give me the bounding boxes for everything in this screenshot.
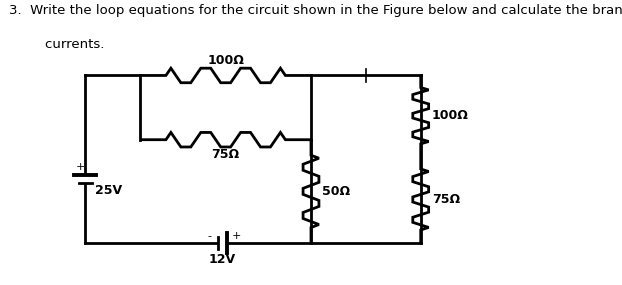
Text: 3.  Write the loop equations for the circuit shown in the Figure below and calcu: 3. Write the loop equations for the circ… (9, 4, 622, 17)
Text: +: + (231, 231, 241, 241)
Text: 75Ω: 75Ω (211, 148, 239, 161)
Text: currents.: currents. (27, 38, 104, 51)
Text: +: + (76, 162, 85, 172)
Text: 100Ω: 100Ω (432, 109, 468, 122)
Text: 100Ω: 100Ω (207, 54, 244, 66)
Text: 25V: 25V (95, 184, 122, 197)
Text: 50Ω: 50Ω (322, 185, 350, 198)
Text: 12V: 12V (209, 253, 236, 266)
Text: -: - (207, 231, 211, 241)
Text: 75Ω: 75Ω (432, 193, 460, 206)
